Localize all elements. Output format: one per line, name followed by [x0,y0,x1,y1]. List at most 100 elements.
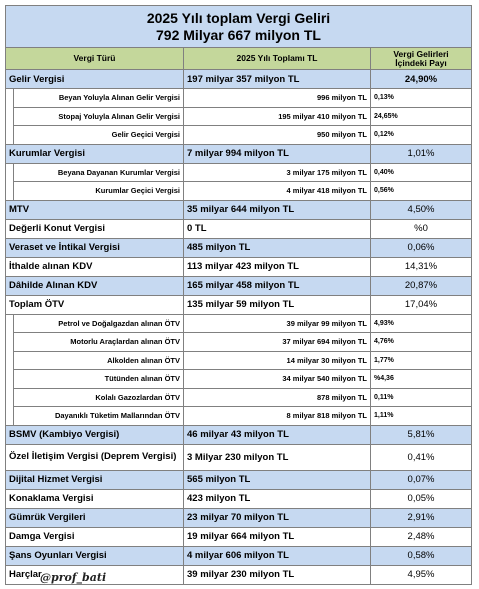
table-row: Kurumlar Geçici Vergisi 4 milyar 418 mily… [5,181,473,201]
header-share: Vergi Gelirleri İçindeki Payı [369,47,473,70]
tax-share-percent: 2,91% [369,507,473,528]
table-row: Dijital Hizmet Vergisi 565 milyon TL 0,07% [5,469,473,490]
sub-tax-name: Tütünden alınan ÖTV [13,369,184,389]
tax-type-name: Dijital Hizmet Vergisi [5,469,184,490]
table-row: Petrol ve Doğalgazdan alınan ÖTV 39 milya… [5,313,473,333]
sub-tax-amount: 37 milyar 694 milyon TL [183,332,371,352]
title-line-2: 792 Milyar 667 milyon TL [156,26,321,43]
tax-type-name: Toplam ÖTV [5,294,184,315]
tax-total-amount: 3 Milyar 230 milyon TL [183,443,371,471]
table-row: Kolalı Gazozlardan ÖTV 878 milyon TL 0,11% [5,387,473,407]
table-row: Alkolden alınan ÖTV 14 milyar 30 milyon T… [5,350,473,370]
sub-tax-amount: 8 milyar 818 milyon TL [183,406,371,426]
table-row: Beyana Dayanan Kurumlar Vergisi 3 milyar … [5,162,473,182]
sub-tax-share: %4,36 [369,369,473,389]
title-line-1: 2025 Yılı toplam Vergi Geliri [146,9,331,26]
tax-total-amount: 0 TL [183,218,371,239]
sub-tax-share: 0,13% [369,88,473,108]
sub-tax-share: 1,11% [369,406,473,426]
table-row: Gelir Geçici Vergisi 950 milyon TL 0,12% [5,125,473,145]
table-row: Özel İletişim Vergisi (Deprem Vergisi) 3 … [5,443,473,471]
table-row: BSMV (Kambiyo Vergisi) 46 milyar 43 milyo… [5,424,473,445]
tax-share-percent: 24,90% [369,69,473,89]
tax-total-amount: 165 milyar 458 milyon TL [183,275,371,296]
tax-total-amount: 423 milyon TL [183,488,371,509]
tax-total-amount: 565 milyon TL [183,469,371,490]
sub-tax-share: 4,76% [369,332,473,352]
tax-share-percent: 0,05% [369,488,473,509]
sub-tax-name: Stopaj Yoluyla Alınan Gelir Vergisi [13,106,184,126]
sub-tax-name: Gelir Geçici Vergisi [13,125,184,145]
indent-spacer [5,163,14,182]
sub-tax-share: 0,12% [369,125,473,145]
sub-tax-amount: 950 milyon TL [183,125,371,145]
sub-tax-share: 1,77% [369,350,473,370]
tax-share-percent: 5,81% [369,424,473,445]
tax-type-name: Kurumlar Vergisi [5,143,184,164]
tax-share-percent: 0,58% [369,545,473,566]
sub-tax-name: Beyana Dayanan Kurumlar Vergisi [13,162,184,182]
sub-tax-name: Petrol ve Doğalgazdan alınan ÖTV [13,313,184,333]
indent-spacer [5,314,14,333]
tax-share-percent: 20,87% [369,275,473,296]
sub-tax-amount: 14 milyar 30 milyon TL [183,350,371,370]
sub-tax-share: 4,93% [369,313,473,333]
table-row: Tütünden alınan ÖTV 34 milyar 540 milyon … [5,369,473,389]
indent-spacer [5,125,14,144]
sub-tax-amount: 996 milyon TL [183,88,371,108]
sub-tax-name: Motorlu Araçlardan alınan ÖTV [13,332,184,352]
table-title: 2025 Yılı toplam Vergi Geliri 792 Milyar… [4,5,473,48]
sub-tax-amount: 878 milyon TL [183,387,371,407]
sub-tax-name: Beyan Yoluyla Alınan Gelir Vergisi [13,88,184,108]
tax-type-name: Gelir Vergisi [5,69,184,89]
table-row: Stopaj Yoluyla Alınan Gelir Vergisi 195 m… [5,106,473,126]
tax-total-amount: 135 milyar 59 milyon TL [183,294,371,315]
table-row: Konaklama Vergisi 423 milyon TL 0,05% [5,488,473,509]
header-total: 2025 Yılı Toplamı TL [183,47,371,70]
sub-tax-name: Kolalı Gazozlardan ÖTV [13,387,184,407]
tax-share-percent: 1,01% [369,143,473,164]
tax-type-name: Konaklama Vergisi [5,488,184,509]
table-row: Kurumlar Vergisi 7 milyar 994 milyon TL 1,… [5,143,473,164]
tax-share-percent: 4,50% [369,199,473,220]
indent-spacer [5,388,14,407]
tax-type-name: Harçlar [5,564,184,585]
sub-tax-share: 0,11% [369,387,473,407]
author-signature: @prof_bati [40,571,107,584]
tax-share-percent: 4,95% [369,564,473,585]
sub-tax-amount: 39 milyar 99 milyon TL [183,313,371,333]
indent-spacer [5,88,14,107]
table-row: Dayanıklı Tüketim Mallarından ÖTV 8 milya… [5,406,473,426]
table-row: Damga Vergisi 19 milyar 664 milyon TL 2,48… [5,526,473,547]
table-row: Dâhilde Alınan KDV 165 milyar 458 milyon … [5,275,473,296]
tax-total-amount: 46 milyar 43 milyon TL [183,424,371,445]
tax-total-amount: 197 milyar 357 milyon TL [183,69,371,89]
tax-share-percent: 17,04% [369,294,473,315]
table-row: Gümrük Vergileri 23 milyar 70 milyon TL 2,… [5,507,473,528]
sub-tax-share: 24,65% [369,106,473,126]
indent-spacer [5,406,14,425]
sub-tax-amount: 34 milyar 540 milyon TL [183,369,371,389]
tax-type-name: İthalde alınan KDV [5,256,184,277]
tax-type-name: Veraset ve İntikal Vergisi [5,237,184,258]
table-row: Toplam ÖTV 135 milyar 59 milyon TL 17,04% [5,294,473,315]
tax-type-name: Dâhilde Alınan KDV [5,275,184,296]
tax-type-name: BSMV (Kambiyo Vergisi) [5,424,184,445]
tax-type-name: Değerli Konut Vergisi [5,218,184,239]
sub-tax-share: 0,40% [369,162,473,182]
tax-type-name: MTV [5,199,184,220]
table-row: Şans Oyunları Vergisi 4 milyar 606 milyon… [5,545,473,566]
table-row: Gelir Vergisi 197 milyar 357 milyon TL 24,… [5,69,473,89]
tax-share-percent: 2,48% [369,526,473,547]
tax-share-percent: 0,07% [369,469,473,490]
tax-total-amount: 7 milyar 994 milyon TL [183,143,371,164]
table-row: Beyan Yoluyla Alınan Gelir Vergisi 996 mi… [5,88,473,108]
tax-total-amount: 23 milyar 70 milyon TL [183,507,371,528]
header-tax-type: Vergi Türü [5,47,184,70]
tax-share-percent: 0,41% [369,443,473,471]
tax-total-amount: 4 milyar 606 milyon TL [183,545,371,566]
tax-type-name: Gümrük Vergileri [5,507,184,528]
sub-tax-share: 0,56% [369,181,473,201]
tax-total-amount: 19 milyar 664 milyon TL [183,526,371,547]
tax-total-amount: 35 milyar 644 milyon TL [183,199,371,220]
